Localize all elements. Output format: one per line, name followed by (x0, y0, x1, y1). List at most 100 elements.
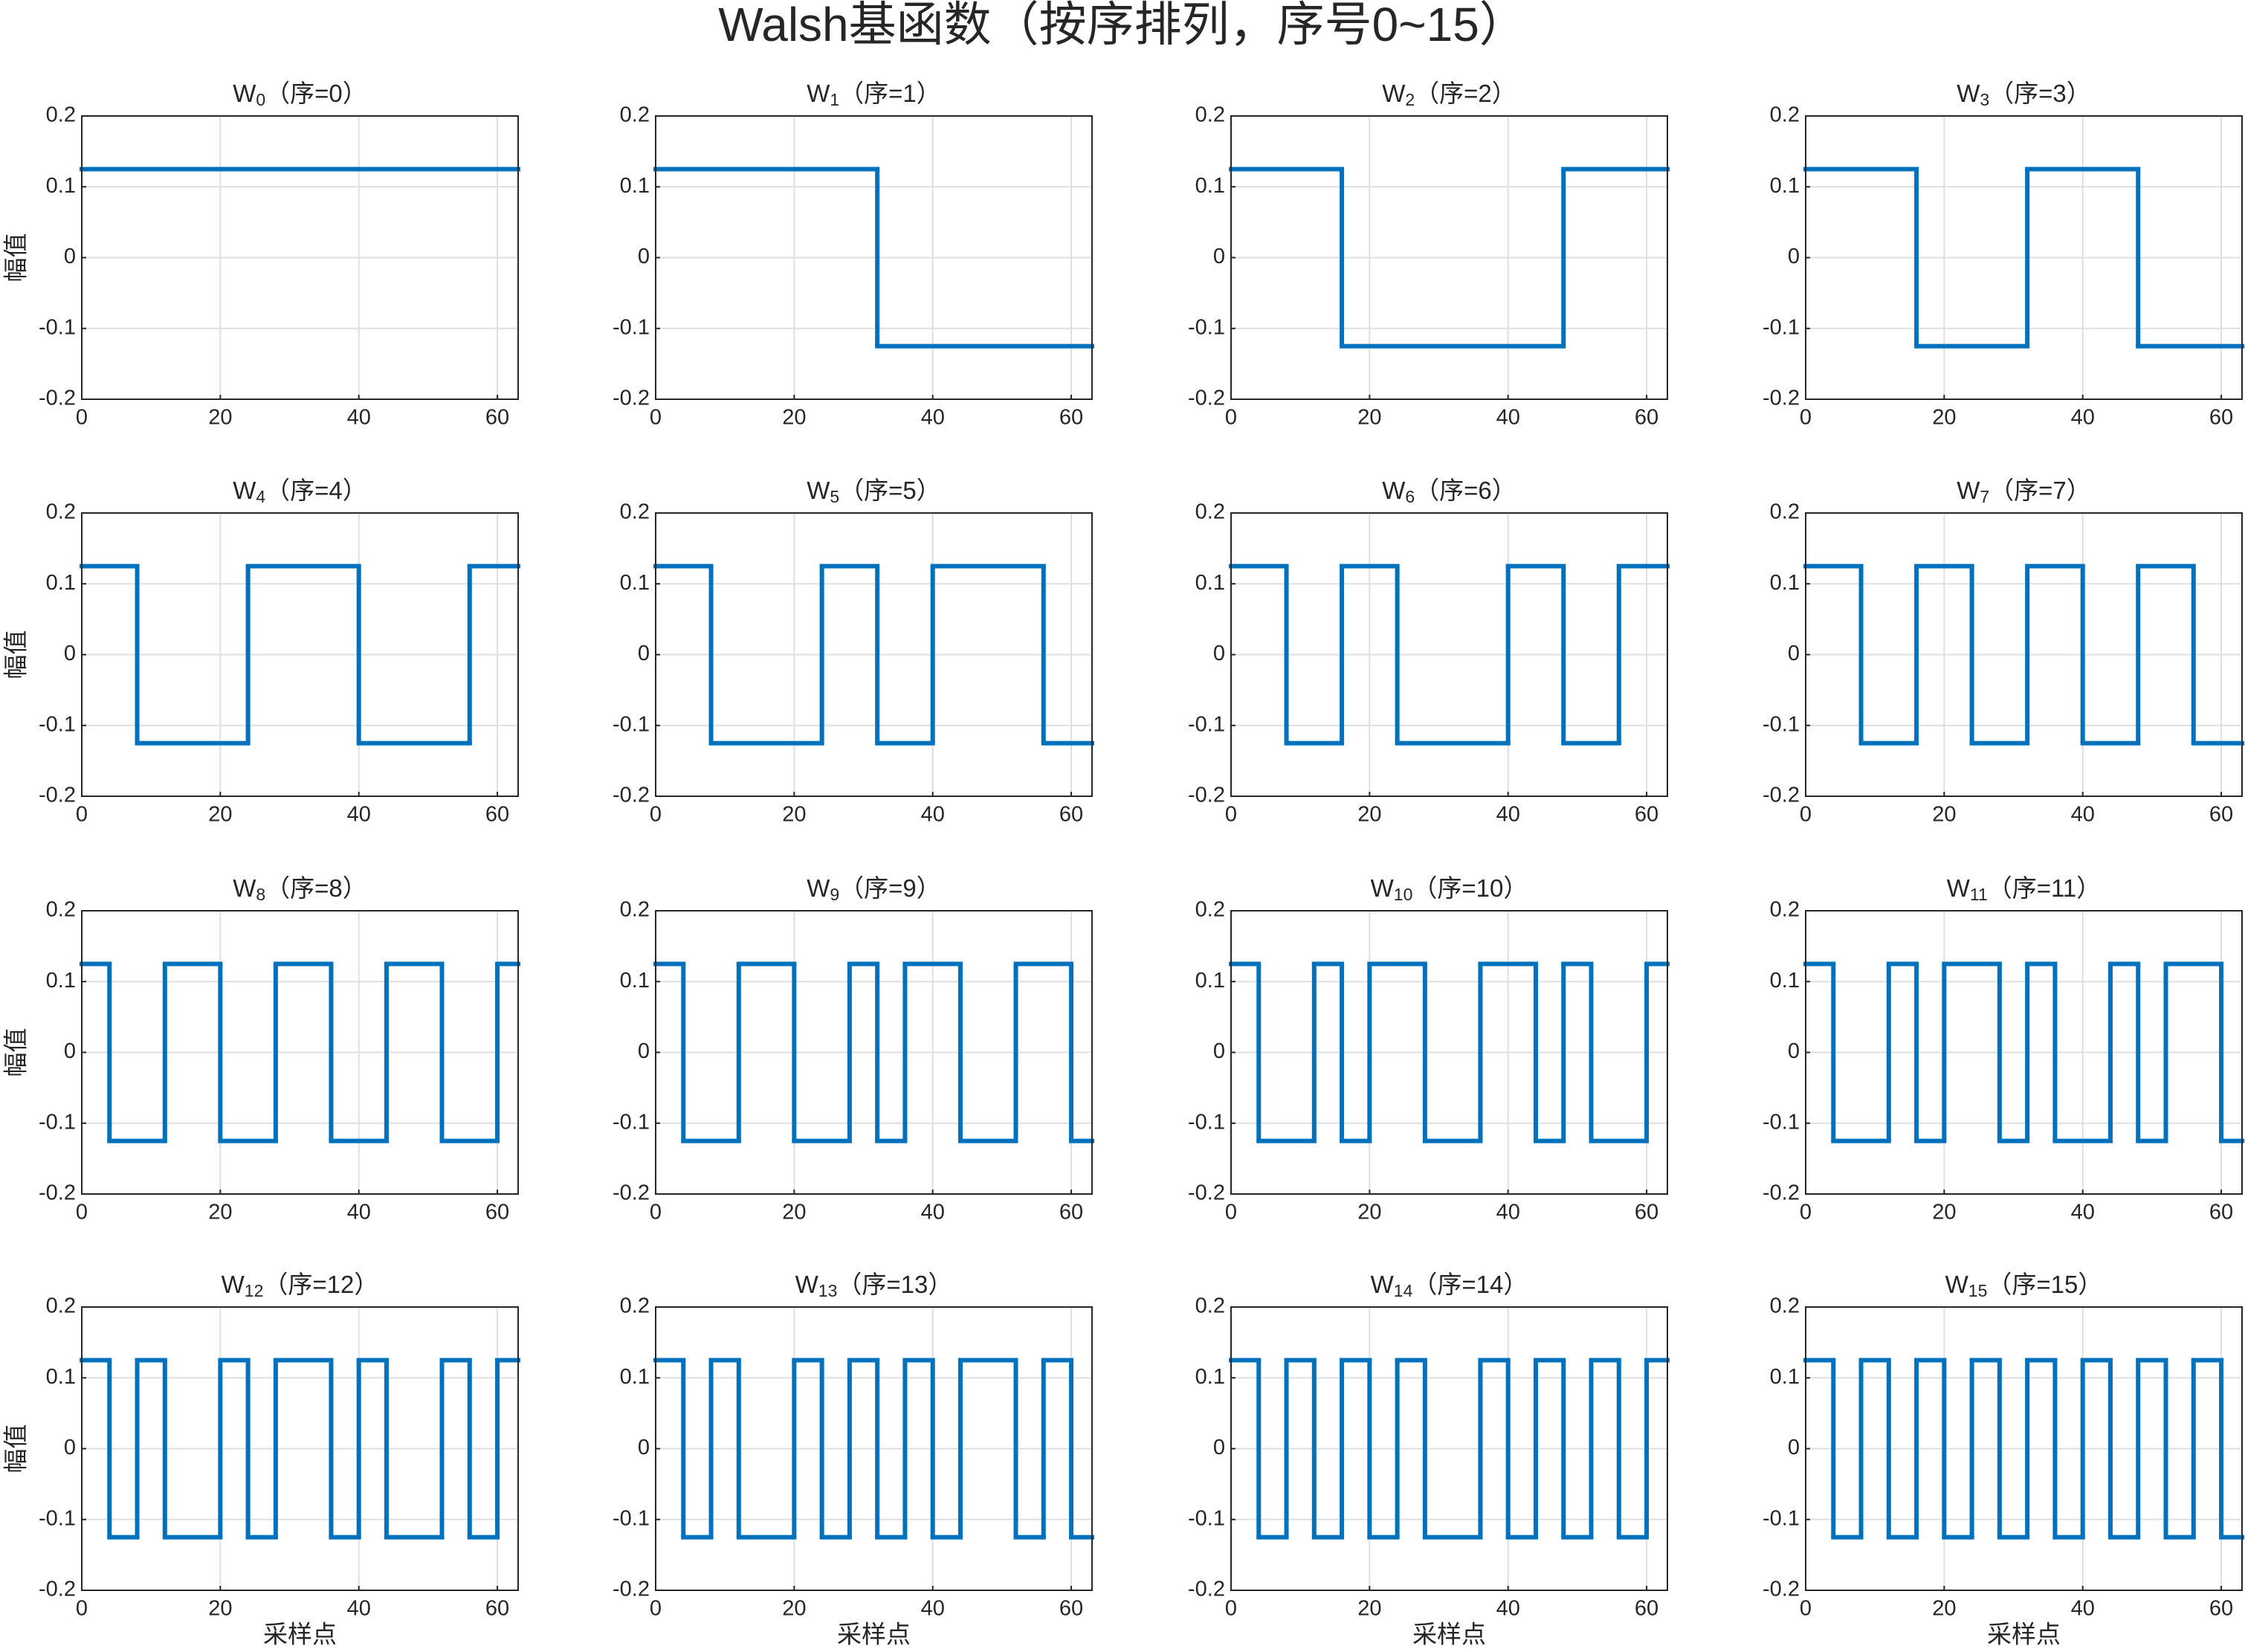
x-tick-label: 0 (1225, 1201, 1237, 1225)
x-tick-label: 0 (650, 803, 662, 827)
subplot-title: W2（序=2） (1382, 80, 1516, 109)
y-tick-label: 0.1 (1770, 174, 1800, 198)
y-tick-label: 0.2 (620, 500, 650, 524)
title-sub: 13 (818, 1281, 838, 1300)
x-tick-label: 0 (1800, 406, 1812, 430)
y-tick-label: 0.1 (1770, 1365, 1800, 1389)
title-sub: 9 (830, 885, 839, 904)
x-tick-label: 60 (1059, 1597, 1083, 1621)
title-sub: 0 (256, 90, 265, 109)
y-tick-label: -0.2 (1763, 784, 1800, 807)
axes-frame (655, 512, 1093, 797)
y-tick-label: 0 (64, 245, 76, 268)
x-tick-label: 0 (650, 1201, 662, 1225)
x-tick-label: 40 (921, 406, 945, 430)
y-tick-label: -0.1 (1188, 712, 1225, 736)
axes-frame (1805, 1306, 2243, 1591)
title-sub: 7 (1980, 487, 1989, 506)
y-tick-label: 0.1 (1770, 571, 1800, 595)
title-rest: （序=10） (1412, 874, 1528, 902)
x-tick-label: 60 (485, 1597, 509, 1621)
axes-frame (81, 910, 519, 1195)
title-main: W (233, 80, 256, 107)
x-tick-label: 60 (1635, 803, 1658, 827)
x-tick-label: 0 (76, 803, 88, 827)
title-rest: （序=11） (1988, 874, 2102, 902)
title-sub: 1 (830, 90, 839, 109)
subplot: -0.2 -0.1 0 0.1 0.2 0 20 40 60 W4（序=4） 幅值 (2, 477, 520, 827)
y-tick-label: -0.1 (613, 712, 650, 736)
axes-frame (81, 115, 519, 400)
axes-frame (1805, 512, 2243, 797)
y-tick-label: -0.2 (1188, 387, 1225, 410)
y-tick-label: -0.2 (39, 387, 76, 410)
title-sub: 14 (1394, 1281, 1413, 1300)
title-rest: （序=6） (1415, 477, 1516, 504)
subplot: -0.2 -0.1 0 0.1 0.2 0 20 40 60 W13（序=13） 采样点 (613, 1271, 1094, 1648)
y-tick-label: 0.1 (620, 571, 650, 595)
title-main: W (1947, 874, 1971, 902)
x-tick-label: 60 (485, 803, 509, 827)
y-tick-label: -0.1 (39, 712, 76, 736)
title-main: W (222, 1271, 245, 1298)
x-tick-label: 60 (1635, 406, 1658, 430)
axes-frame (1230, 910, 1668, 1195)
title-main: W (807, 80, 830, 107)
axes-frame (655, 115, 1093, 400)
y-tick-label: 0.1 (1195, 1365, 1225, 1389)
x-tick-label: 60 (2209, 406, 2233, 430)
subplot-title: W11（序=11） (1947, 874, 2102, 904)
y-tick-label: -0.2 (1763, 1578, 1800, 1601)
y-tick-label: 0.1 (46, 969, 76, 993)
x-tick-label: 40 (347, 406, 371, 430)
title-rest: （序=13） (837, 1271, 952, 1298)
x-tick-label: 20 (782, 1201, 806, 1225)
x-tick-label: 20 (208, 803, 232, 827)
y-tick-label: 0.2 (46, 103, 76, 127)
y-tick-label: -0.2 (1763, 387, 1800, 410)
y-tick-label: 0.1 (46, 174, 76, 198)
title-sub: 10 (1394, 885, 1413, 904)
x-tick-label: 20 (1932, 406, 1956, 430)
x-tick-label: 20 (208, 1201, 232, 1225)
x-tick-label: 40 (2071, 1201, 2095, 1225)
x-tick-label: 0 (1225, 1597, 1237, 1621)
y-tick-label: -0.1 (39, 315, 76, 339)
y-tick-label: 0.2 (46, 1294, 76, 1318)
x-tick-label: 60 (1635, 1597, 1658, 1621)
axes-frame (655, 910, 1093, 1195)
subplot-title: W15（序=15） (1945, 1271, 2103, 1300)
title-main: W (1957, 477, 1980, 504)
y-tick-label: 0.1 (46, 571, 76, 595)
x-tick-label: 40 (1496, 1597, 1520, 1621)
y-tick-label: 0.1 (620, 174, 650, 198)
title-sub: 11 (1970, 885, 1988, 904)
title-main: W (1371, 1271, 1395, 1298)
subplot: -0.2 -0.1 0 0.1 0.2 0 20 40 60 W10（序=10） (1188, 874, 1670, 1225)
x-tick-label: 0 (76, 1597, 88, 1621)
title-sub: 6 (1405, 487, 1415, 506)
y-tick-label: -0.1 (613, 1110, 650, 1134)
title-main: W (807, 477, 830, 504)
y-tick-label: 0.1 (620, 1365, 650, 1389)
y-tick-label: -0.2 (1188, 1578, 1225, 1601)
y-tick-label: 0 (64, 1436, 76, 1459)
x-tick-label: 60 (1635, 1201, 1658, 1225)
y-tick-label: 0.1 (1770, 969, 1800, 993)
x-tick-label: 0 (650, 1597, 662, 1621)
y-tick-label: 0 (1213, 1436, 1225, 1459)
axes-frame (1805, 115, 2243, 400)
title-main: W (795, 1271, 819, 1298)
x-tick-label: 0 (1800, 803, 1812, 827)
y-tick-label: 0.1 (1195, 969, 1225, 993)
y-tick-label: 0.1 (1195, 571, 1225, 595)
x-tick-label: 60 (1059, 1201, 1083, 1225)
x-tick-label: 40 (347, 1201, 371, 1225)
title-sub: 5 (830, 487, 839, 506)
x-tick-label: 20 (782, 1597, 806, 1621)
y-tick-label: -0.1 (39, 1110, 76, 1134)
x-tick-label: 40 (2071, 1597, 2095, 1621)
axes-frame (81, 512, 519, 797)
x-axis-label: 采样点 (263, 1621, 337, 1648)
